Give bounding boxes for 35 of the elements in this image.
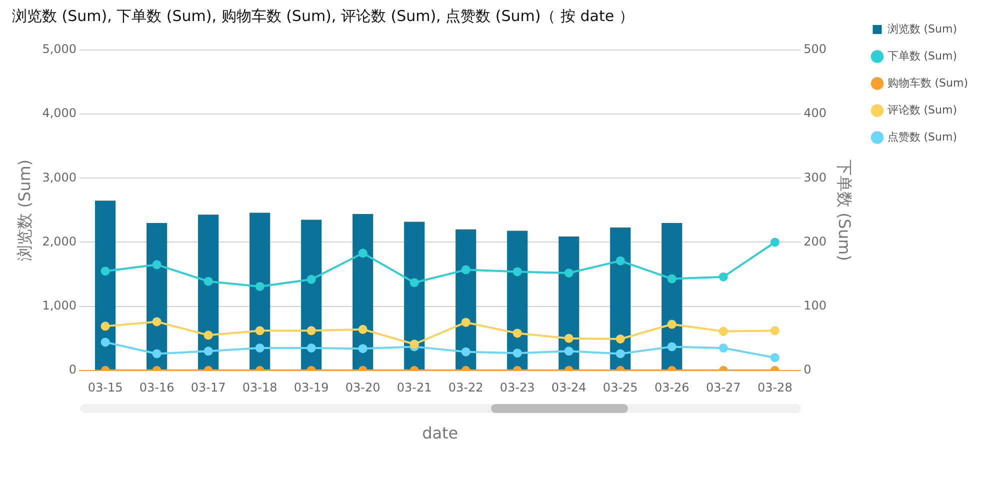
y-tick-label: 3,000 [42,170,77,184]
x-tick-label: 03-27 [706,380,741,395]
x-tick-label: 03-28 [757,380,792,395]
y-tick-label: 4,000 [42,106,77,120]
legend-label: 购物车数 (Sum) [887,76,968,90]
legend-label: 浏览数 (Sum) [887,22,957,36]
x-tick-label: 03-19 [294,380,329,395]
x-tick-label: 03-20 [345,380,380,395]
y-tick-label: 1,000 [42,298,77,312]
x-tick-label: 03-23 [500,380,535,395]
x-tick-label: 03-18 [242,380,278,395]
chart-title: 浏览数 (Sum), 下单数 (Sum), 购物车数 (Sum), 评论数 (Sum), 点赞数 (Sum)（ 按 date ） [12,6,634,25]
y2-tick-label: 200 [804,234,827,248]
y-tick-label: 0 [68,362,77,377]
y-tick-label: 2,000 [42,234,77,248]
y-axis-title: 浏览数 (Sum) [14,159,34,261]
x-tick-label: 03-26 [654,380,690,395]
x-tick-label: 03-16 [139,380,174,395]
x-tick-label: 03-25 [602,380,638,395]
legend-label: 点赞数 (Sum) [887,130,957,144]
x-tick-label: 03-21 [396,380,432,395]
y2-tick-label: 0 [804,362,812,377]
y-tick-label: 5,000 [42,42,77,56]
legend-label: 下单数 (Sum) [887,49,957,62]
y2-tick-label: 300 [804,170,827,184]
y2-tick-label: 100 [804,298,827,312]
y2-tick-label: 400 [804,106,827,120]
x-tick-label: 03-15 [88,380,123,395]
y2-axis-title: 下单数 (Sum) [834,159,854,261]
x-tick-label: 03-24 [551,380,586,395]
x-tick-label: 03-22 [448,380,484,395]
legend-label: 评论数 (Sum) [887,103,957,116]
x-axis-title: date [422,424,458,443]
x-tick-label: 03-17 [190,380,226,395]
y2-tick-label: 500 [804,42,827,56]
